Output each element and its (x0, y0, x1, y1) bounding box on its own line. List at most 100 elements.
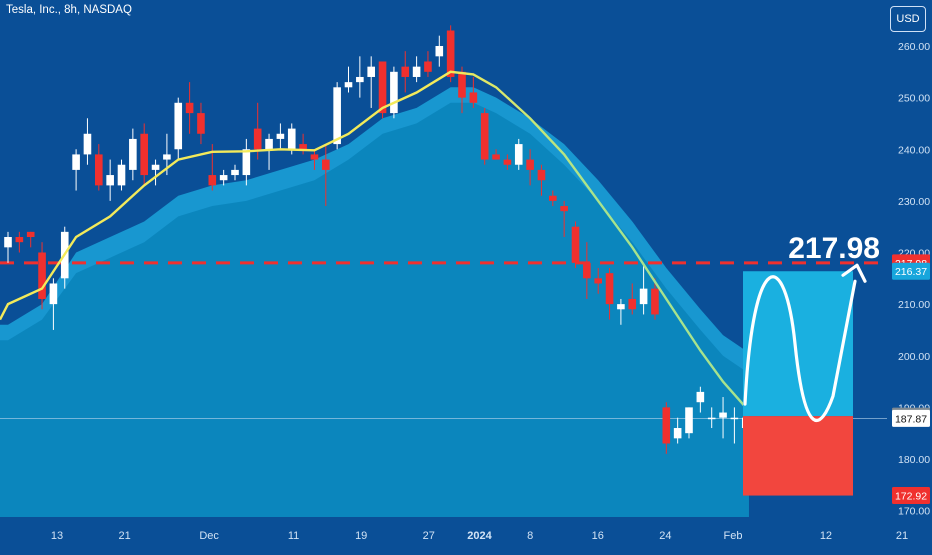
candle (367, 56, 375, 108)
candle-body (356, 76, 364, 83)
candle-body (605, 273, 614, 305)
symbol-title[interactable]: Tesla, Inc., 8h, NASDAQ (6, 4, 132, 16)
candle-body (83, 133, 92, 155)
price-badge-label: 172.92 (895, 491, 927, 503)
candle-body (265, 138, 273, 150)
x-tick-label: 12 (820, 530, 832, 542)
candle (514, 138, 523, 170)
candle-body (174, 102, 183, 150)
candle-body (208, 175, 217, 186)
candle-body (685, 407, 693, 434)
candle-body (514, 144, 523, 165)
y-tick-label: 230.00 (898, 196, 930, 208)
candle (617, 298, 625, 325)
y-tick-label: 180.00 (898, 454, 930, 466)
candle-body (310, 154, 319, 160)
candle (401, 51, 410, 93)
currency-button[interactable]: USD (890, 6, 926, 32)
candle-body (38, 252, 46, 299)
candle (151, 159, 160, 186)
position-tool-layer[interactable]: 217.98 (743, 232, 880, 496)
x-tick-label: 16 (592, 530, 604, 542)
candle (594, 267, 602, 294)
candle (503, 154, 512, 170)
candle-body (367, 66, 375, 77)
x-tick-label: 2024 (467, 530, 492, 542)
candle (26, 231, 35, 248)
candle-body (435, 46, 444, 57)
x-tick-label: 19 (355, 530, 367, 542)
x-tick-label: 21 (896, 530, 908, 542)
arrow-head (841, 263, 867, 283)
candle (526, 149, 534, 186)
y-tick-label: 250.00 (898, 93, 930, 105)
candle-body (333, 87, 341, 145)
candle-body (185, 102, 194, 114)
candle-body (583, 262, 591, 279)
time-axis[interactable]: 13 21 Dec 11 19 27 2024 8 16 24 Feb 12 21 (51, 530, 908, 542)
candle-body (424, 61, 432, 72)
candle-body (299, 144, 307, 150)
candle-body (151, 164, 160, 170)
candle (412, 56, 421, 83)
candle (129, 128, 137, 181)
x-tick-label: 27 (423, 530, 435, 542)
y-tick-label: 240.00 (898, 144, 930, 156)
candle (435, 35, 444, 67)
candle (696, 386, 705, 413)
candle-body (26, 231, 35, 238)
candle-body (696, 391, 705, 403)
candle-body (480, 113, 489, 160)
candle (356, 56, 364, 98)
candle (560, 200, 568, 238)
candle (106, 159, 114, 201)
candle-body (492, 154, 500, 160)
candle-body (163, 154, 171, 160)
price-badge-bg (892, 409, 930, 427)
candle-body (231, 169, 239, 176)
candle (174, 97, 183, 160)
candle (480, 107, 489, 165)
candle-body (526, 159, 534, 170)
candle (95, 144, 103, 191)
candle (537, 164, 546, 196)
level-lines-layer (0, 261, 887, 419)
candle-body (106, 175, 114, 186)
candle-body (72, 154, 80, 170)
candle-body (412, 66, 421, 77)
candle-body (617, 304, 625, 310)
candle (185, 82, 194, 134)
candle (219, 169, 228, 186)
candle (730, 407, 739, 444)
candle-body (469, 92, 478, 103)
candle-body (651, 288, 659, 315)
candles-layer (4, 25, 750, 454)
candle (628, 283, 637, 315)
candle (140, 123, 148, 186)
candle-body (4, 237, 12, 248)
candle-body (537, 169, 546, 181)
candle (49, 278, 58, 330)
x-tick-label: 8 (527, 530, 533, 542)
candle-body (49, 283, 58, 305)
candle-body (219, 175, 228, 181)
candle (707, 407, 716, 429)
candle (651, 278, 659, 320)
candle (549, 190, 557, 207)
y-tick-label: 260.00 (898, 41, 930, 53)
price-badge: 216.37 (892, 262, 930, 280)
candle-body (560, 206, 568, 212)
candle-body (390, 71, 398, 114)
candle-body (719, 412, 727, 418)
candle-body (549, 195, 557, 201)
candle-body (129, 138, 137, 170)
candle (639, 262, 648, 315)
candle (583, 242, 591, 299)
stop-zone[interactable] (743, 416, 853, 496)
candle (390, 66, 398, 119)
price-axis[interactable]: 170.00180.00190.00200.00210.00220.00230.… (898, 41, 930, 518)
price-badge: 172.92 (892, 487, 930, 505)
candle (322, 144, 330, 207)
